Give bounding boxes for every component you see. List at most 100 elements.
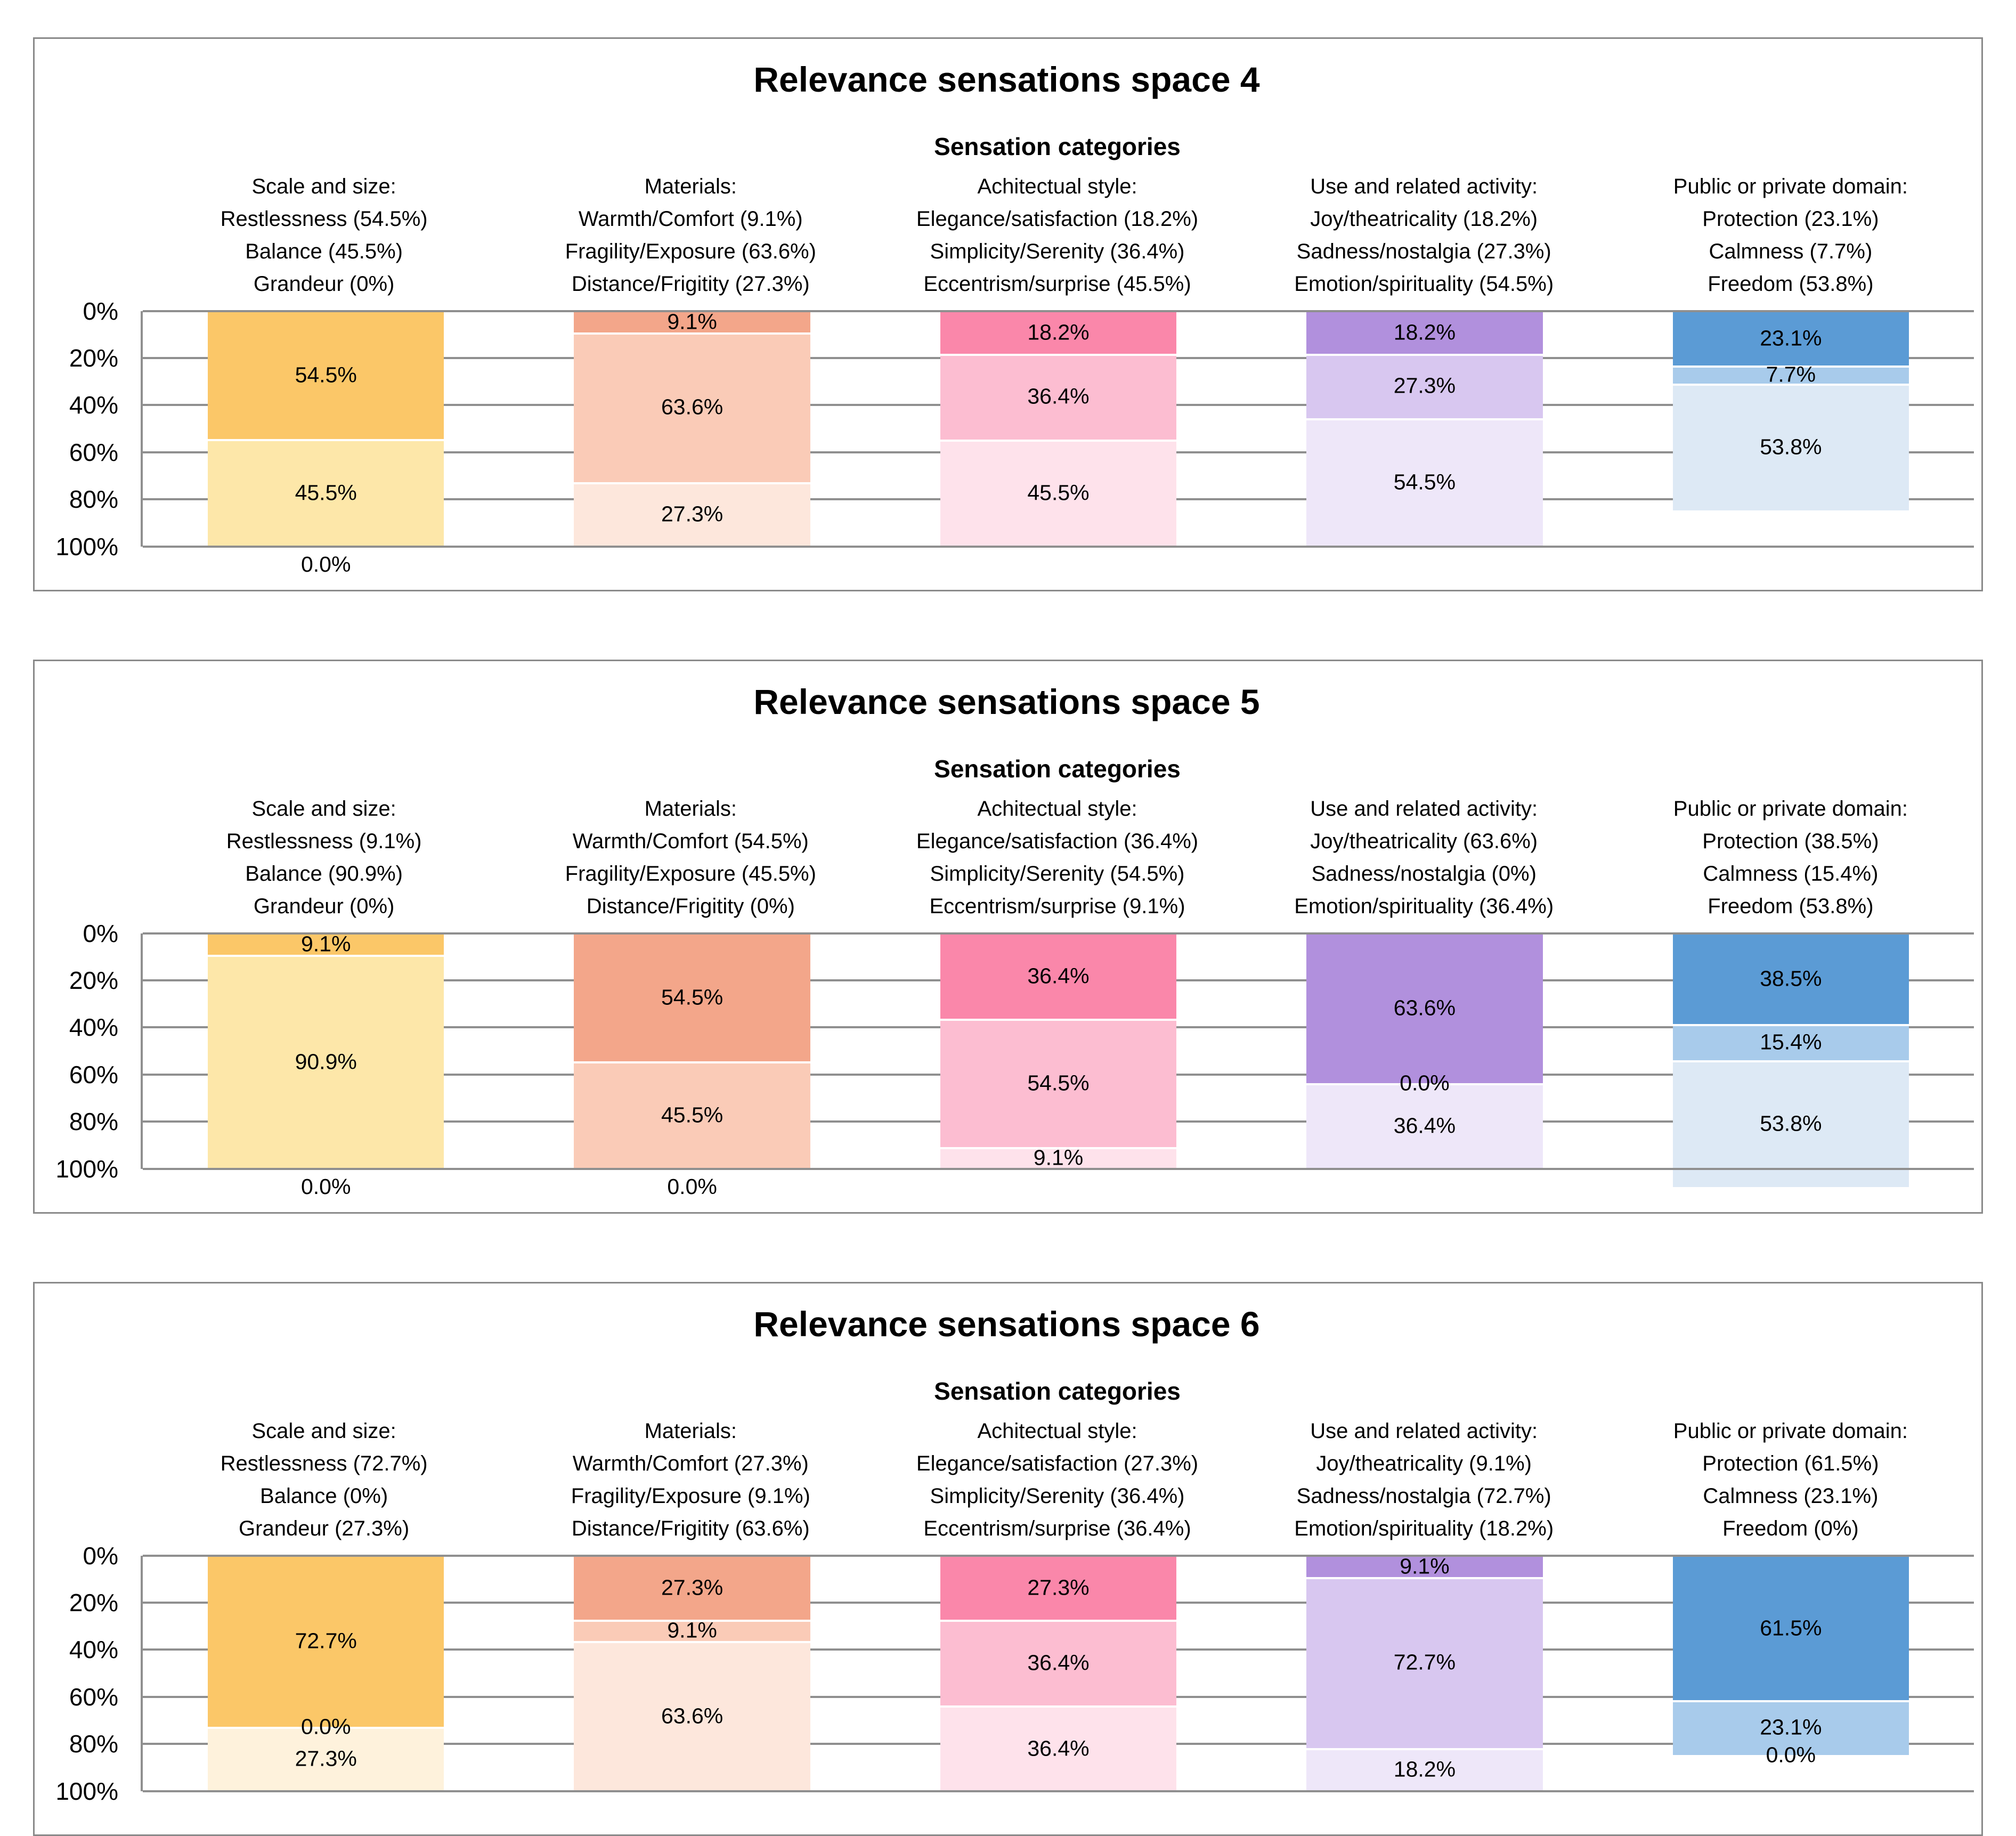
gridline bbox=[143, 1790, 1974, 1792]
bar-segment-label: 9.1% bbox=[667, 309, 717, 334]
bar-segment-label: 45.5% bbox=[1027, 480, 1090, 505]
category-header-item: Warmth/Comfort (9.1%) bbox=[578, 207, 803, 231]
y-axis-tick-label: 40% bbox=[69, 391, 118, 419]
bar-segment-label: 27.3% bbox=[661, 1575, 724, 1600]
bar-slot: 23.1% 7.7% 53.8% bbox=[1608, 311, 1974, 547]
bar-segment-label: 54.5% bbox=[661, 985, 724, 1010]
category-header-title: Use and related activity: bbox=[1310, 174, 1538, 198]
gridline bbox=[143, 545, 1974, 548]
stacked-bar: 36.4% 54.5% 9.1% bbox=[940, 933, 1177, 1170]
stacked-bar: 54.5% 45.5% 0.0% bbox=[208, 311, 444, 576]
bar-slot: 18.2% 27.3% 54.5% bbox=[1241, 311, 1607, 547]
category-header-item: Grandeur (27.3%) bbox=[239, 1516, 410, 1540]
plot-area: 0% 20% 40% 60% 80% 100% 9.1% 90.9% 0.0% 54.5% 45.5… bbox=[55, 920, 1974, 1199]
category-header-item: Sadness/nostalgia (0%) bbox=[1311, 862, 1537, 885]
bar-slot: 61.5% 23.1% 0.0% bbox=[1608, 1555, 1974, 1791]
bar-segment bbox=[940, 354, 1177, 440]
bar-segment-label: 36.4% bbox=[1027, 384, 1090, 409]
chart-title: Relevance sensations space 5 bbox=[753, 682, 1260, 721]
category-header-item: Distance/Frigitity (0%) bbox=[586, 894, 795, 918]
bar-segment bbox=[940, 311, 1177, 354]
category-header: Achitectual style: Elegance/satisfaction … bbox=[874, 170, 1240, 300]
stacked-bar: 27.3% 36.4% 36.4% bbox=[940, 1555, 1177, 1792]
category-header-item: Restlessness (54.5%) bbox=[220, 207, 428, 231]
bar-segment bbox=[1306, 1083, 1543, 1169]
category-header-item: Fragility/Exposure (45.5%) bbox=[565, 862, 816, 885]
category-header-item: Calmness (23.1%) bbox=[1703, 1484, 1879, 1508]
bar-segment bbox=[574, 933, 810, 1062]
bar-segment bbox=[1306, 1748, 1543, 1791]
stacked-bar: 38.5% 15.4% 53.8% bbox=[1672, 933, 1909, 1187]
category-header-item: Balance (0%) bbox=[260, 1484, 388, 1508]
gridline bbox=[143, 310, 1974, 312]
category-header-item: Calmness (15.4%) bbox=[1703, 862, 1879, 885]
bars-row: 9.1% 90.9% 0.0% 54.5% 45.5% 0.0% 36.4% 54.5% 9.1… bbox=[143, 931, 1974, 1199]
category-header: Use and related activity: Joy/theatricali… bbox=[1241, 170, 1607, 300]
bar-slot: 54.5% 45.5% 0.0% bbox=[509, 933, 875, 1199]
bar-segment bbox=[1306, 311, 1543, 354]
y-axis-tick-label: 60% bbox=[69, 1060, 118, 1088]
y-axis-tick-label: 20% bbox=[69, 344, 118, 372]
bar-slot: 9.1% 72.7% 18.2% bbox=[1241, 1554, 1607, 1791]
bar-segment-label: 9.1% bbox=[1033, 1145, 1084, 1170]
stacked-bar: 27.3% 9.1% 63.6% bbox=[574, 1555, 810, 1791]
bar-segment-label: 0.0% bbox=[667, 1174, 717, 1199]
category-header-title: Materials: bbox=[644, 797, 737, 820]
category-header-item: Eccentrism/surprise (9.1%) bbox=[929, 894, 1185, 918]
y-axis-tick-label: 100% bbox=[55, 532, 118, 560]
category-header-item: Protection (23.1%) bbox=[1702, 207, 1879, 231]
category-header-item: Emotion/spirituality (54.5%) bbox=[1294, 272, 1554, 296]
chart-card-space-5: Relevance sensations space 5 Sensation c… bbox=[33, 660, 1983, 1214]
category-header-item: Protection (61.5%) bbox=[1702, 1451, 1879, 1475]
category-header-item: Joy/theatricality (63.6%) bbox=[1310, 829, 1538, 853]
category-header-item: Distance/Frigitity (63.6%) bbox=[571, 1516, 810, 1540]
y-axis-tick-label: 60% bbox=[69, 438, 118, 466]
bar-segment-label: 63.6% bbox=[661, 394, 724, 419]
bar-segment-label: 72.7% bbox=[1393, 1650, 1456, 1675]
plot-area: 0% 20% 40% 60% 80% 100% 54.5% 45.5% 0.0% 9.1% 63.6… bbox=[55, 297, 1974, 576]
category-header-title: Scale and size: bbox=[251, 1419, 396, 1443]
bar-segment bbox=[208, 1726, 444, 1791]
bar-segment bbox=[574, 482, 810, 547]
gridline bbox=[143, 1554, 1974, 1557]
category-header-item: Balance (90.9%) bbox=[245, 862, 403, 885]
bar-segment-label: 18.2% bbox=[1393, 320, 1456, 345]
bar-segment bbox=[208, 954, 444, 1169]
bar-segment-label: 63.6% bbox=[661, 1703, 724, 1728]
category-header-item: Sadness/nostalgia (72.7%) bbox=[1296, 1484, 1551, 1508]
bar-slot: 38.5% 15.4% 53.8% bbox=[1608, 933, 1974, 1187]
bar-segment-label: 54.5% bbox=[1393, 469, 1456, 494]
category-header-item: Fragility/Exposure (9.1%) bbox=[571, 1484, 810, 1508]
bar-segment-label: 36.4% bbox=[1027, 1736, 1090, 1761]
stacked-bar: 9.1% 72.7% 18.2% bbox=[1306, 1554, 1543, 1791]
bar-slot: 27.3% 36.4% 36.4% bbox=[875, 1555, 1241, 1792]
category-header: Use and related activity: Joy/theatricali… bbox=[1241, 1415, 1607, 1545]
bar-segment bbox=[208, 439, 444, 547]
bar-segment bbox=[940, 1620, 1177, 1706]
y-axis-tick-label: 20% bbox=[69, 966, 118, 994]
stacked-bar: 61.5% 23.1% 0.0% bbox=[1672, 1555, 1909, 1791]
bar-segment-label: 53.8% bbox=[1760, 1111, 1822, 1136]
chart-card-space-6: Relevance sensations space 6 Sensation c… bbox=[33, 1282, 1983, 1836]
category-header-title: Achitectual style: bbox=[977, 1419, 1137, 1443]
category-header-item: Simplicity/Serenity (36.4%) bbox=[930, 239, 1185, 263]
category-header: Scale and size: Restlessness (9.1%) Balanc… bbox=[141, 793, 507, 923]
y-axis-tick-label: 80% bbox=[69, 1730, 118, 1758]
y-axis-tick-label: 80% bbox=[69, 485, 118, 514]
bar-segment-label: 38.5% bbox=[1760, 966, 1822, 991]
bar-segment-label: 54.5% bbox=[295, 362, 357, 387]
category-header: Materials: Warmth/Comfort (27.3%) Fragilit… bbox=[507, 1415, 874, 1545]
category-headers-row: Scale and size: Restlessness (54.5%) Balan… bbox=[141, 170, 1974, 300]
category-header-item: Grandeur (0%) bbox=[253, 894, 395, 918]
bars-row: 72.7% 0.0% 27.3% 27.3% 9.1% 63.6% 27.3% 36.4% 36… bbox=[143, 1554, 1974, 1792]
category-header-item: Balance (45.5%) bbox=[245, 239, 403, 263]
chart-title: Relevance sensations space 4 bbox=[753, 60, 1260, 99]
category-header: Achitectual style: Elegance/satisfaction … bbox=[874, 793, 1240, 923]
bar-segment bbox=[574, 1061, 810, 1169]
stacked-bar: 23.1% 7.7% 53.8% bbox=[1672, 311, 1909, 547]
bar-segment-label: 0.0% bbox=[300, 551, 351, 576]
chart-subtitle: Sensation categories bbox=[934, 754, 1181, 783]
bar-segment-label: 15.4% bbox=[1760, 1029, 1822, 1054]
category-header-item: Joy/theatricality (9.1%) bbox=[1316, 1451, 1532, 1475]
